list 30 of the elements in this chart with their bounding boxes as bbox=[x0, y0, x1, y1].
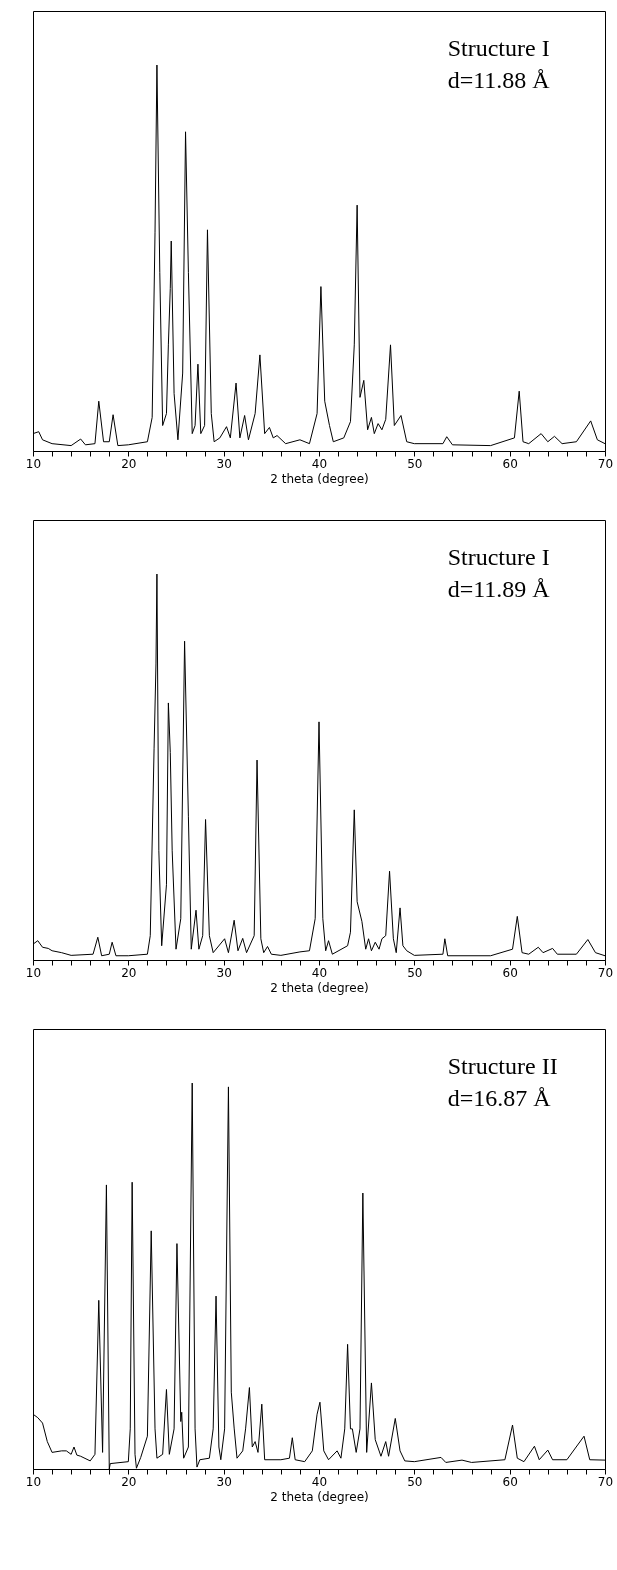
x-tick-label: 20 bbox=[121, 965, 137, 980]
x-tick-label: 50 bbox=[407, 1474, 423, 1489]
x-tick-label: 60 bbox=[502, 1474, 518, 1489]
x-tick-label: 40 bbox=[311, 965, 328, 980]
x-tick-label: 10 bbox=[25, 965, 42, 980]
x-tick-label: 50 bbox=[407, 456, 423, 471]
annotation: d=16.87 Å bbox=[447, 1085, 552, 1111]
x-tick-label: 50 bbox=[407, 965, 423, 980]
x-tick-label: 70 bbox=[597, 456, 614, 471]
x-tick-label: 30 bbox=[216, 1474, 232, 1489]
x-tick-label: 30 bbox=[216, 456, 232, 471]
text: Structure I bbox=[447, 35, 550, 61]
x-axis-title: 2 theta (degree) bbox=[270, 1489, 369, 1504]
x-tick-label: 40 bbox=[311, 456, 328, 471]
x-tick-label: 70 bbox=[597, 965, 614, 980]
x-tick-label: 20 bbox=[121, 1474, 137, 1489]
x-tick-label: 60 bbox=[502, 456, 518, 471]
annotation: d=11.88 Å bbox=[447, 67, 551, 93]
x-tick-label: 60 bbox=[502, 965, 518, 980]
x-tick-label: 70 bbox=[597, 1474, 614, 1489]
x-tick-label: 20 bbox=[121, 456, 137, 471]
text: Structure I bbox=[447, 544, 550, 570]
x-axis-title: 2 theta (degree) bbox=[270, 471, 369, 486]
annotation: d=11.89 Å bbox=[447, 576, 551, 602]
x-tick-label: 10 bbox=[25, 456, 42, 471]
x-tick-label: 40 bbox=[311, 1474, 328, 1489]
x-tick-label: 10 bbox=[25, 1474, 42, 1489]
text: Structure II bbox=[447, 1053, 558, 1079]
x-tick-label: 30 bbox=[216, 965, 232, 980]
x-axis-title: 2 theta (degree) bbox=[270, 980, 369, 995]
